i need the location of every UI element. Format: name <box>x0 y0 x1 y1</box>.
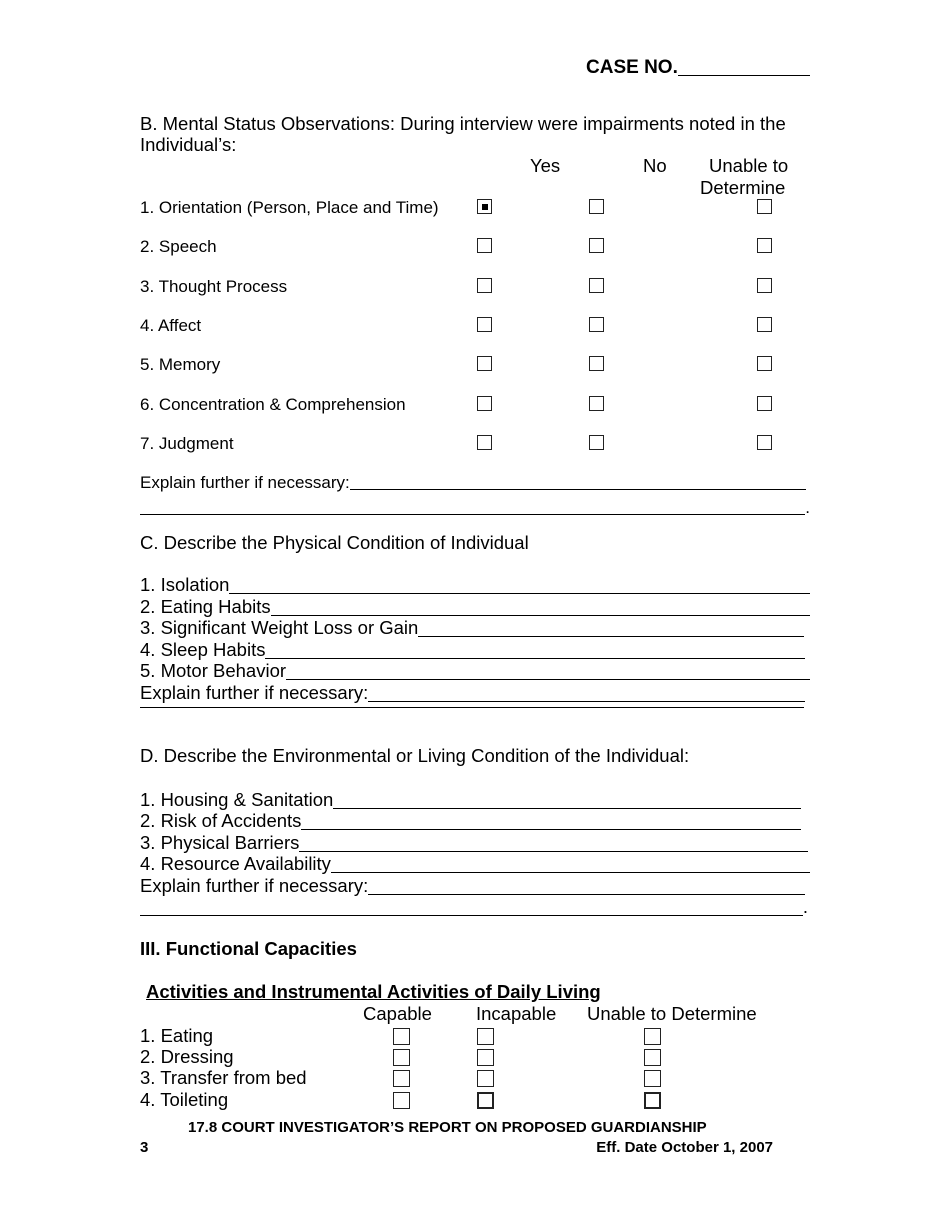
section-b-title-cont: Individual’s: <box>140 134 237 155</box>
checkbox-unable[interactable] <box>757 278 772 293</box>
checkbox-unable-to-determine[interactable] <box>644 1092 661 1109</box>
section-d-title: D. Describe the Environmental or Living … <box>140 745 690 766</box>
mental-status-item-label: 6. Concentration & Comprehension <box>140 395 406 414</box>
case-no-label: CASE NO. <box>586 57 678 78</box>
column-yes: Yes <box>530 155 561 176</box>
case-number-field[interactable]: CASE NO. <box>586 58 810 77</box>
checkbox-yes[interactable] <box>477 396 492 411</box>
living-condition-field[interactable]: Explain further if necessary: <box>140 875 805 896</box>
column-unable-1: Unable to <box>709 155 789 176</box>
checkbox-unable[interactable] <box>757 199 772 214</box>
checkbox-incapable[interactable] <box>477 1028 494 1045</box>
living-condition-field[interactable]: 4. Resource Availability <box>140 853 810 874</box>
checkbox-yes[interactable] <box>477 317 492 332</box>
checkbox-unable[interactable] <box>757 317 772 332</box>
footer-title: 17.8 COURT INVESTIGATOR’S REPORT ON PROP… <box>188 1119 707 1136</box>
checkbox-no[interactable] <box>589 435 604 450</box>
field-label: 3. Significant Weight Loss or Gain <box>140 617 419 638</box>
daily-living-item-label: 3. Transfer from bed <box>140 1067 307 1088</box>
mental-status-item-label: 5. Memory <box>140 355 221 374</box>
field-label: 2. Eating Habits <box>140 596 271 617</box>
section-b-explain-field[interactable]: Explain further if necessary: <box>140 474 806 491</box>
checkbox-no[interactable] <box>589 238 604 253</box>
field-label: Explain further if necessary: <box>140 682 369 703</box>
period: . <box>802 896 808 917</box>
column-incapable: Incapable <box>476 1003 557 1024</box>
field-label: 1. Housing & Sanitation <box>140 789 334 810</box>
column-unable-to-determine: Unable to Determine <box>587 1003 757 1024</box>
column-unable-2: Determine <box>700 177 786 198</box>
checkbox-no[interactable] <box>589 317 604 332</box>
section-c-explain-line-2[interactable] <box>140 706 804 709</box>
checkbox-capable[interactable] <box>393 1070 410 1087</box>
physical-condition-field[interactable]: 4. Sleep Habits <box>140 639 805 660</box>
effective-date: Eff. Date October 1, 2007 <box>596 1139 773 1156</box>
explain-label: Explain further if necessary: <box>140 473 350 492</box>
checkbox-unable-to-determine[interactable] <box>644 1049 661 1066</box>
checkbox-yes[interactable] <box>477 238 492 253</box>
field-label: Explain further if necessary: <box>140 875 369 896</box>
checkbox-incapable[interactable] <box>477 1092 494 1109</box>
checkbox-yes[interactable] <box>477 278 492 293</box>
checkbox-capable[interactable] <box>393 1092 410 1109</box>
physical-condition-field[interactable]: 3. Significant Weight Loss or Gain <box>140 617 804 638</box>
section-b-explain-line-2[interactable]: . <box>140 499 810 516</box>
section-iii-title: III. Functional Capacities <box>140 938 357 959</box>
field-label: 3. Physical Barriers <box>140 832 300 853</box>
daily-living-item-label: 2. Dressing <box>140 1046 234 1067</box>
checkbox-unable[interactable] <box>757 356 772 371</box>
period: . <box>805 498 810 517</box>
checkbox-yes[interactable] <box>477 199 492 214</box>
checkbox-unable[interactable] <box>757 396 772 411</box>
living-condition-field[interactable]: 3. Physical Barriers <box>140 832 808 853</box>
living-condition-field[interactable]: 2. Risk of Accidents <box>140 810 801 831</box>
checkbox-unable[interactable] <box>757 238 772 253</box>
mental-status-item-label: 3. Thought Process <box>140 277 288 296</box>
field-label: 4. Sleep Habits <box>140 639 266 660</box>
checkbox-yes[interactable] <box>477 356 492 371</box>
field-label: 5. Motor Behavior <box>140 660 287 681</box>
checkbox-incapable[interactable] <box>477 1070 494 1087</box>
daily-living-item-label: 4. Toileting <box>140 1089 229 1110</box>
page-number: 3 <box>140 1139 149 1156</box>
checkbox-no[interactable] <box>589 396 604 411</box>
physical-condition-field[interactable]: 2. Eating Habits <box>140 596 810 617</box>
checkbox-unable-to-determine[interactable] <box>644 1028 661 1045</box>
mental-status-item-label: 7. Judgment <box>140 434 234 453</box>
physical-condition-field[interactable]: 5. Motor Behavior <box>140 660 810 681</box>
checkbox-capable[interactable] <box>393 1049 410 1066</box>
column-no: No <box>643 155 667 176</box>
physical-condition-field[interactable]: Explain further if necessary: <box>140 682 805 703</box>
mental-status-item-label: 2. Speech <box>140 237 217 256</box>
living-condition-field[interactable]: 1. Housing & Sanitation <box>140 789 801 810</box>
mental-status-item-label: 4. Affect <box>140 316 202 335</box>
checkbox-no[interactable] <box>589 199 604 214</box>
checkbox-incapable[interactable] <box>477 1049 494 1066</box>
section-d-explain-line-2[interactable]: . <box>140 896 808 917</box>
checkbox-capable[interactable] <box>393 1028 410 1045</box>
checkbox-yes[interactable] <box>477 435 492 450</box>
checkbox-no[interactable] <box>589 278 604 293</box>
checkbox-no[interactable] <box>589 356 604 371</box>
checkbox-unable-to-determine[interactable] <box>644 1070 661 1087</box>
section-b-title: B. Mental Status Observations: During in… <box>140 113 786 134</box>
field-label: 2. Risk of Accidents <box>140 810 302 831</box>
checkbox-unable[interactable] <box>757 435 772 450</box>
column-capable: Capable <box>363 1003 432 1024</box>
physical-condition-field[interactable]: 1. Isolation <box>140 574 810 595</box>
field-label: 4. Resource Availability <box>140 853 331 874</box>
field-label: 1. Isolation <box>140 574 230 595</box>
section-c-title: C. Describe the Physical Condition of In… <box>140 532 529 553</box>
section-iii-subtitle: Activities and Instrumental Activities o… <box>146 981 601 1002</box>
daily-living-item-label: 1. Eating <box>140 1025 214 1046</box>
mental-status-item-label: 1. Orientation (Person, Place and Time) <box>140 198 439 217</box>
